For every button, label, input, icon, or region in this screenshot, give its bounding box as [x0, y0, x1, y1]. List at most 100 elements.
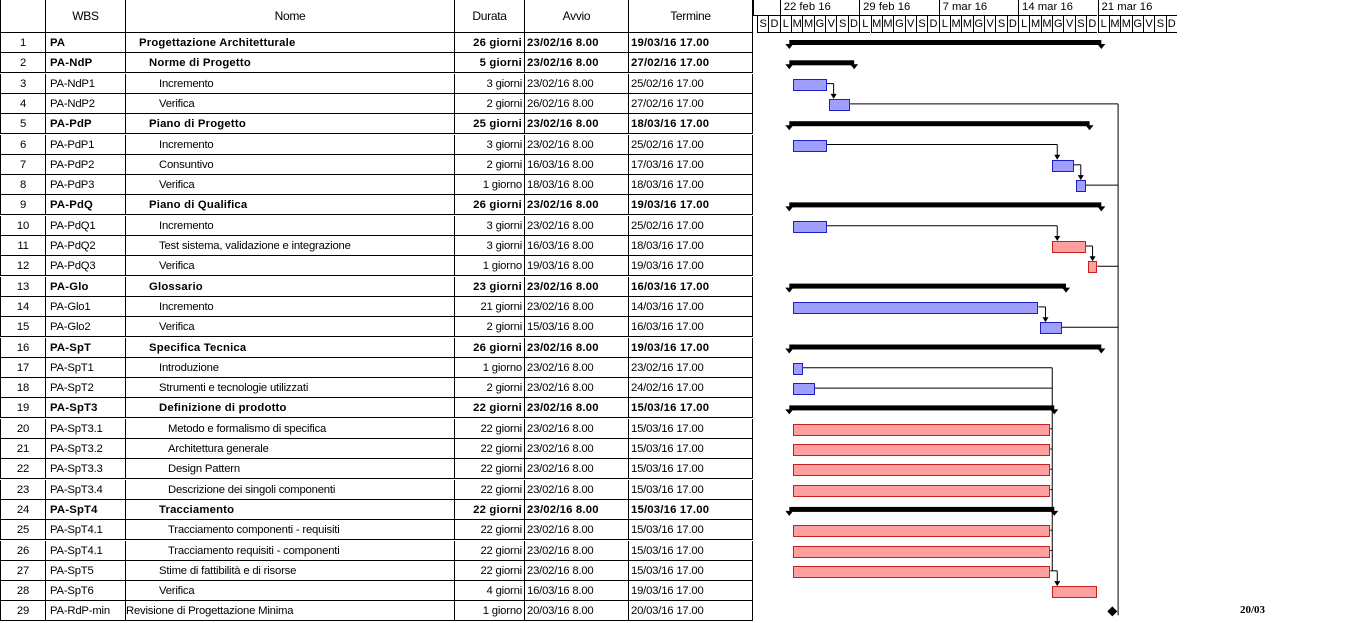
row-number[interactable]: 25	[0, 520, 46, 541]
end-cell[interactable]: 15/03/16 17.00	[629, 540, 753, 561]
end-cell[interactable]: 16/03/16 17.00	[629, 276, 753, 297]
critical-task-bar[interactable]	[793, 484, 1051, 497]
duration-cell[interactable]: 22 giorni	[455, 439, 525, 459]
task-name-cell[interactable]: Tracciamento	[126, 499, 455, 520]
critical-task-bar[interactable]	[1087, 261, 1098, 274]
row-number[interactable]: 15	[0, 317, 46, 338]
wbs-cell[interactable]: PA-SpT2	[46, 378, 126, 399]
task-bar[interactable]	[793, 139, 827, 152]
table-row[interactable]: 16 PA-SpT Specifica Tecnica 26 giorni 23/02/…	[0, 337, 753, 358]
duration-cell[interactable]: 26 giorni	[455, 337, 525, 358]
header-name[interactable]: Nome	[126, 0, 455, 33]
table-row[interactable]: 7 PA-PdP2 Consuntivo 2 giorni 16/03/16 8.00 1…	[0, 154, 753, 175]
row-number[interactable]: 20	[0, 418, 46, 439]
task-name-cell[interactable]: Descrizione dei singoli componenti	[126, 479, 455, 500]
end-cell[interactable]: 23/02/16 17.00	[629, 357, 753, 378]
start-cell[interactable]: 26/02/16 8.00	[525, 93, 629, 114]
row-number[interactable]: 17	[0, 357, 46, 378]
end-cell[interactable]: 15/03/16 17.00	[629, 520, 753, 541]
start-cell[interactable]: 23/02/16 8.00	[525, 439, 629, 459]
table-row[interactable]: 2 PA-NdP Norme di Progetto 5 giorni 23/02/16…	[0, 53, 753, 74]
task-name-cell[interactable]: Specifica Tecnica	[126, 337, 455, 358]
duration-cell[interactable]: 2 giorni	[455, 154, 525, 175]
start-cell[interactable]: 23/02/16 8.00	[525, 337, 629, 358]
duration-cell[interactable]: 2 giorni	[455, 378, 525, 399]
end-cell[interactable]: 25/02/16 17.00	[629, 73, 753, 94]
task-name-cell[interactable]: Glossario	[126, 276, 455, 297]
header-start[interactable]: Avvio	[525, 0, 629, 33]
task-bar[interactable]	[793, 78, 827, 91]
row-number[interactable]: 3	[0, 73, 46, 94]
end-cell[interactable]: 14/03/16 17.00	[629, 296, 753, 317]
start-cell[interactable]: 23/02/16 8.00	[525, 398, 629, 419]
end-cell[interactable]: 15/03/16 17.00	[629, 560, 753, 581]
wbs-cell[interactable]: PA-Glo1	[46, 296, 126, 317]
end-cell[interactable]: 24/02/16 17.00	[629, 378, 753, 399]
table-row[interactable]: 11 PA-PdQ2 Test sistema, validazione e int…	[0, 236, 753, 256]
table-row[interactable]: 24 PA-SpT4 Tracciamento 22 giorni 23/02/16 8…	[0, 499, 753, 520]
task-name-cell[interactable]: Consuntivo	[126, 154, 455, 175]
row-number[interactable]: 11	[0, 236, 46, 256]
row-number[interactable]: 26	[0, 540, 46, 561]
task-name-cell[interactable]: Verifica	[126, 581, 455, 602]
end-cell[interactable]: 25/02/16 17.00	[629, 215, 753, 236]
start-cell[interactable]: 23/02/16 8.00	[525, 459, 629, 480]
task-name-cell[interactable]: Revisione di Progettazione Minima	[126, 601, 455, 622]
task-name-cell[interactable]: Incremento	[126, 134, 455, 155]
table-row[interactable]: 21 PA-SpT3.2 Architettura generale 22 giorn…	[0, 439, 753, 459]
milestone-diamond[interactable]	[1107, 606, 1118, 617]
duration-cell[interactable]: 1 giorno	[455, 601, 525, 622]
wbs-cell[interactable]: PA-PdQ	[46, 195, 126, 216]
row-number[interactable]: 5	[0, 114, 46, 135]
end-cell[interactable]: 15/03/16 17.00	[629, 418, 753, 439]
task-name-cell[interactable]: Tracciamento componenti - requisiti	[126, 520, 455, 541]
task-name-cell[interactable]: Verifica	[126, 93, 455, 114]
table-row[interactable]: 29 PA-RdP-min Revisione di Progettazione M…	[0, 601, 753, 622]
critical-task-bar[interactable]	[793, 545, 1051, 558]
table-row[interactable]: 15 PA-Glo2 Verifica 2 giorni 15/03/16 8.00 16…	[0, 317, 753, 338]
start-cell[interactable]: 23/02/16 8.00	[525, 296, 629, 317]
table-row[interactable]: 26 PA-SpT4.1 Tracciamento requisiti - comp…	[0, 540, 753, 561]
start-cell[interactable]: 23/02/16 8.00	[525, 378, 629, 399]
end-cell[interactable]: 17/03/16 17.00	[629, 154, 753, 175]
task-name-cell[interactable]: Verifica	[126, 175, 455, 196]
task-name-cell[interactable]: Incremento	[126, 73, 455, 94]
critical-task-bar[interactable]	[793, 565, 1051, 578]
critical-task-bar[interactable]	[1052, 241, 1086, 253]
row-number[interactable]: 2	[0, 53, 46, 74]
header-duration[interactable]: Durata	[455, 0, 525, 33]
end-cell[interactable]: 15/03/16 17.00	[629, 439, 753, 459]
row-number[interactable]: 23	[0, 479, 46, 500]
task-bar[interactable]	[1075, 180, 1086, 193]
start-cell[interactable]: 23/02/16 8.00	[525, 418, 629, 439]
wbs-cell[interactable]: PA-Glo2	[46, 317, 126, 338]
wbs-cell[interactable]: PA-SpT3	[46, 398, 126, 419]
end-cell[interactable]: 15/03/16 17.00	[629, 479, 753, 500]
wbs-cell[interactable]: PA-SpT5	[46, 560, 126, 581]
duration-cell[interactable]: 5 giorni	[455, 53, 525, 74]
duration-cell[interactable]: 1 giorno	[455, 357, 525, 378]
row-number[interactable]: 8	[0, 175, 46, 196]
task-name-cell[interactable]: Piano di Progetto	[126, 114, 455, 135]
task-bar[interactable]	[793, 383, 815, 396]
task-name-cell[interactable]: Test sistema, validazione e integrazione	[126, 236, 455, 256]
summary-bar[interactable]	[789, 405, 1055, 411]
row-number[interactable]: 12	[0, 256, 46, 277]
row-number[interactable]: 14	[0, 296, 46, 317]
end-cell[interactable]: 15/03/16 17.00	[629, 499, 753, 520]
wbs-cell[interactable]: PA-PdP3	[46, 175, 126, 196]
start-cell[interactable]: 16/03/16 8.00	[525, 581, 629, 602]
start-cell[interactable]: 23/02/16 8.00	[525, 134, 629, 155]
wbs-cell[interactable]: PA-SpT4	[46, 499, 126, 520]
task-bar[interactable]	[793, 220, 827, 233]
task-name-cell[interactable]: Tracciamento requisiti - componenti	[126, 540, 455, 561]
task-bar[interactable]	[793, 301, 1039, 314]
table-row[interactable]: 4 PA-NdP2 Verifica 2 giorni 26/02/16 8.00 27/…	[0, 93, 753, 114]
start-cell[interactable]: 23/02/16 8.00	[525, 73, 629, 94]
task-name-cell[interactable]: Introduzione	[126, 357, 455, 378]
row-number[interactable]: 29	[0, 601, 46, 622]
wbs-cell[interactable]: PA-PdP	[46, 114, 126, 135]
header-wbs[interactable]: WBS	[46, 0, 126, 33]
wbs-cell[interactable]: PA-PdQ3	[46, 256, 126, 277]
task-name-cell[interactable]: Verifica	[126, 317, 455, 338]
